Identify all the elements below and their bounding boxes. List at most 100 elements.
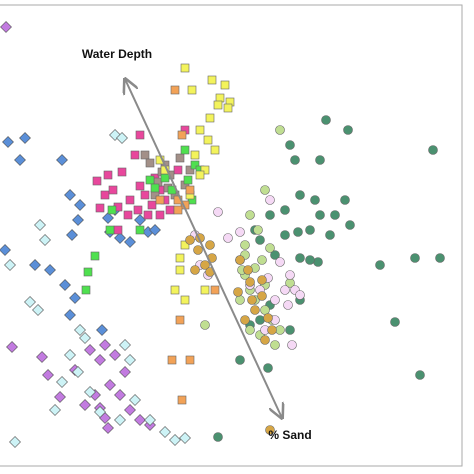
- square-point: [165, 205, 175, 215]
- square-point: [200, 285, 210, 295]
- square-point: [167, 355, 177, 365]
- diamond-point: [0, 244, 11, 256]
- diamond-point: [84, 344, 96, 356]
- circle-point: [265, 210, 275, 220]
- square-point: [173, 165, 183, 175]
- diamond-point: [2, 136, 14, 148]
- circle-point: [250, 305, 260, 315]
- square-point: [180, 63, 190, 73]
- diamond-point: [56, 154, 68, 166]
- circle-point: [235, 355, 245, 365]
- circle-point: [265, 243, 275, 253]
- diamond-point: [124, 236, 136, 248]
- circle-point: [190, 265, 200, 275]
- square-point: [180, 145, 190, 155]
- square-point: [117, 167, 127, 177]
- diamond-point: [34, 219, 46, 231]
- circle-point: [270, 295, 280, 305]
- circle-point: [310, 195, 320, 205]
- diamond-point: [32, 304, 44, 316]
- circle-point: [280, 285, 290, 295]
- diamond-point: [49, 404, 61, 416]
- square-point: [145, 175, 155, 185]
- circle-point: [285, 140, 295, 150]
- square-point: [140, 150, 150, 160]
- circle-point: [345, 220, 355, 230]
- square-point: [103, 170, 113, 180]
- square-point: [187, 85, 197, 95]
- points: [0, 21, 445, 448]
- diamond-point: [84, 386, 96, 398]
- square-point: [155, 210, 165, 220]
- circle-point: [253, 225, 263, 235]
- circle-point: [263, 313, 273, 323]
- square-point: [147, 200, 157, 210]
- diamond-point: [124, 354, 136, 366]
- annotation: Water Depth: [82, 47, 152, 61]
- diamond-point: [66, 229, 78, 241]
- square-point: [223, 103, 233, 113]
- circle-point: [313, 257, 323, 267]
- circle-point: [410, 253, 420, 263]
- diamond-point: [119, 366, 131, 378]
- square-point: [143, 210, 153, 220]
- square-point: [173, 205, 183, 215]
- circle-point: [213, 432, 223, 442]
- diamond-point: [42, 369, 54, 381]
- square-point: [135, 181, 145, 191]
- square-point: [155, 195, 165, 205]
- square-point: [195, 170, 205, 180]
- diamond-point: [56, 376, 68, 388]
- diamond-point: [14, 154, 26, 166]
- square-point: [207, 75, 217, 85]
- circle-point: [283, 300, 293, 310]
- square-point: [210, 145, 220, 155]
- square-point: [177, 395, 187, 405]
- square-point: [177, 130, 187, 140]
- circle-point: [290, 155, 300, 165]
- square-point: [95, 203, 105, 213]
- square-point: [175, 253, 185, 263]
- circle-point: [255, 315, 265, 325]
- circle-point: [205, 240, 215, 250]
- circle-point: [260, 335, 270, 345]
- diamond-point: [79, 332, 91, 344]
- square-point: [125, 195, 135, 205]
- circle-point: [270, 340, 280, 350]
- square-point: [135, 130, 145, 140]
- diamond-point: [44, 264, 56, 276]
- circle-point: [267, 325, 277, 335]
- circle-point: [315, 210, 325, 220]
- biplot-arrow: [125, 79, 282, 418]
- diamond-point: [119, 339, 131, 351]
- circle-point: [245, 325, 255, 335]
- circle-point: [240, 315, 250, 325]
- circle-point: [293, 227, 303, 237]
- square-point: [205, 113, 215, 123]
- square-point: [100, 190, 110, 200]
- circle-point: [305, 255, 315, 265]
- circle-point: [193, 245, 203, 255]
- circle-point: [235, 295, 245, 305]
- square-point: [175, 265, 185, 275]
- circle-point: [343, 125, 353, 135]
- diamond-point: [4, 259, 16, 271]
- circle-point: [240, 240, 250, 250]
- circle-point: [428, 145, 438, 155]
- square-point: [183, 175, 193, 185]
- circle-point: [235, 255, 245, 265]
- square-point: [175, 153, 185, 163]
- circle-point: [265, 195, 275, 205]
- square-point: [180, 295, 190, 305]
- square-point: [160, 173, 170, 183]
- circle-point: [255, 235, 265, 245]
- diamond-point: [96, 324, 108, 336]
- circle-point: [325, 230, 335, 240]
- square-point: [123, 210, 133, 220]
- circle-point: [275, 125, 285, 135]
- circle-point: [287, 340, 297, 350]
- circle-point: [257, 275, 267, 285]
- diamond-point: [104, 379, 116, 391]
- diamond-point: [169, 434, 181, 446]
